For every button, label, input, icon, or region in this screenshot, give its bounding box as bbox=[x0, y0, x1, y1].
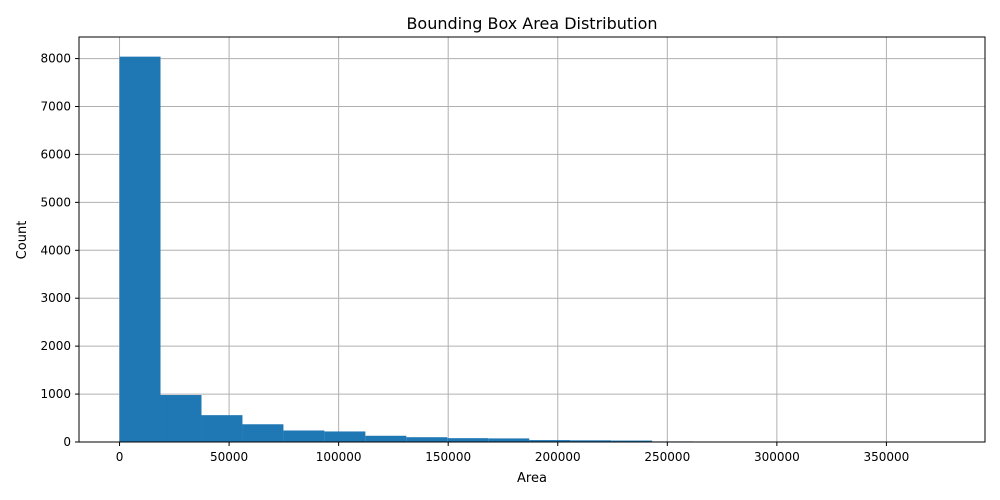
y-tick-label: 4000 bbox=[40, 243, 71, 257]
y-tick-label: 7000 bbox=[40, 99, 71, 113]
histogram-bar bbox=[201, 415, 243, 442]
histogram-bar bbox=[570, 440, 612, 442]
y-tick-label: 2000 bbox=[40, 339, 71, 353]
x-axis-ticks: 0 50000 100000 150000 200000 250000 300000 3500… bbox=[116, 442, 909, 464]
axes-frame bbox=[78, 36, 986, 443]
histogram-bar bbox=[365, 435, 407, 442]
x-tick-label: 200000 bbox=[535, 450, 581, 464]
histogram-bar bbox=[242, 424, 284, 442]
x-tick-label: 0 bbox=[116, 450, 124, 464]
y-tick-label: 0 bbox=[63, 435, 71, 449]
y-tick-label: 8000 bbox=[40, 52, 71, 66]
x-axis-label: Area bbox=[517, 471, 547, 486]
x-tick-label: 100000 bbox=[316, 450, 362, 464]
x-tick-label: 150000 bbox=[425, 450, 471, 464]
chart-title: Bounding Box Area Distribution bbox=[406, 14, 657, 33]
histogram-bar bbox=[283, 430, 325, 442]
plot-frame bbox=[78, 36, 986, 443]
histogram-bar bbox=[611, 440, 653, 442]
x-tick-label: 350000 bbox=[863, 450, 909, 464]
y-axis-label: Count bbox=[15, 221, 30, 260]
x-tick-label: 300000 bbox=[754, 450, 800, 464]
histogram-bars bbox=[119, 56, 939, 443]
histogram-bar bbox=[447, 438, 489, 442]
histogram-bar bbox=[406, 437, 448, 442]
x-tick-label: 250000 bbox=[644, 450, 690, 464]
y-tick-label: 5000 bbox=[40, 195, 71, 209]
histogram-bar bbox=[119, 56, 161, 443]
x-tick-label: 50000 bbox=[210, 450, 248, 464]
y-tick-label: 3000 bbox=[40, 291, 71, 305]
y-tick-label: 6000 bbox=[40, 147, 71, 161]
histogram-bar bbox=[160, 395, 202, 442]
y-axis-ticks: 0 1000 2000 3000 4000 5000 6000 7000 8000 bbox=[40, 52, 79, 449]
histogram-bar bbox=[529, 440, 571, 442]
y-tick-label: 1000 bbox=[40, 387, 71, 401]
histogram-bar bbox=[324, 431, 366, 442]
histogram-bar bbox=[488, 438, 530, 442]
